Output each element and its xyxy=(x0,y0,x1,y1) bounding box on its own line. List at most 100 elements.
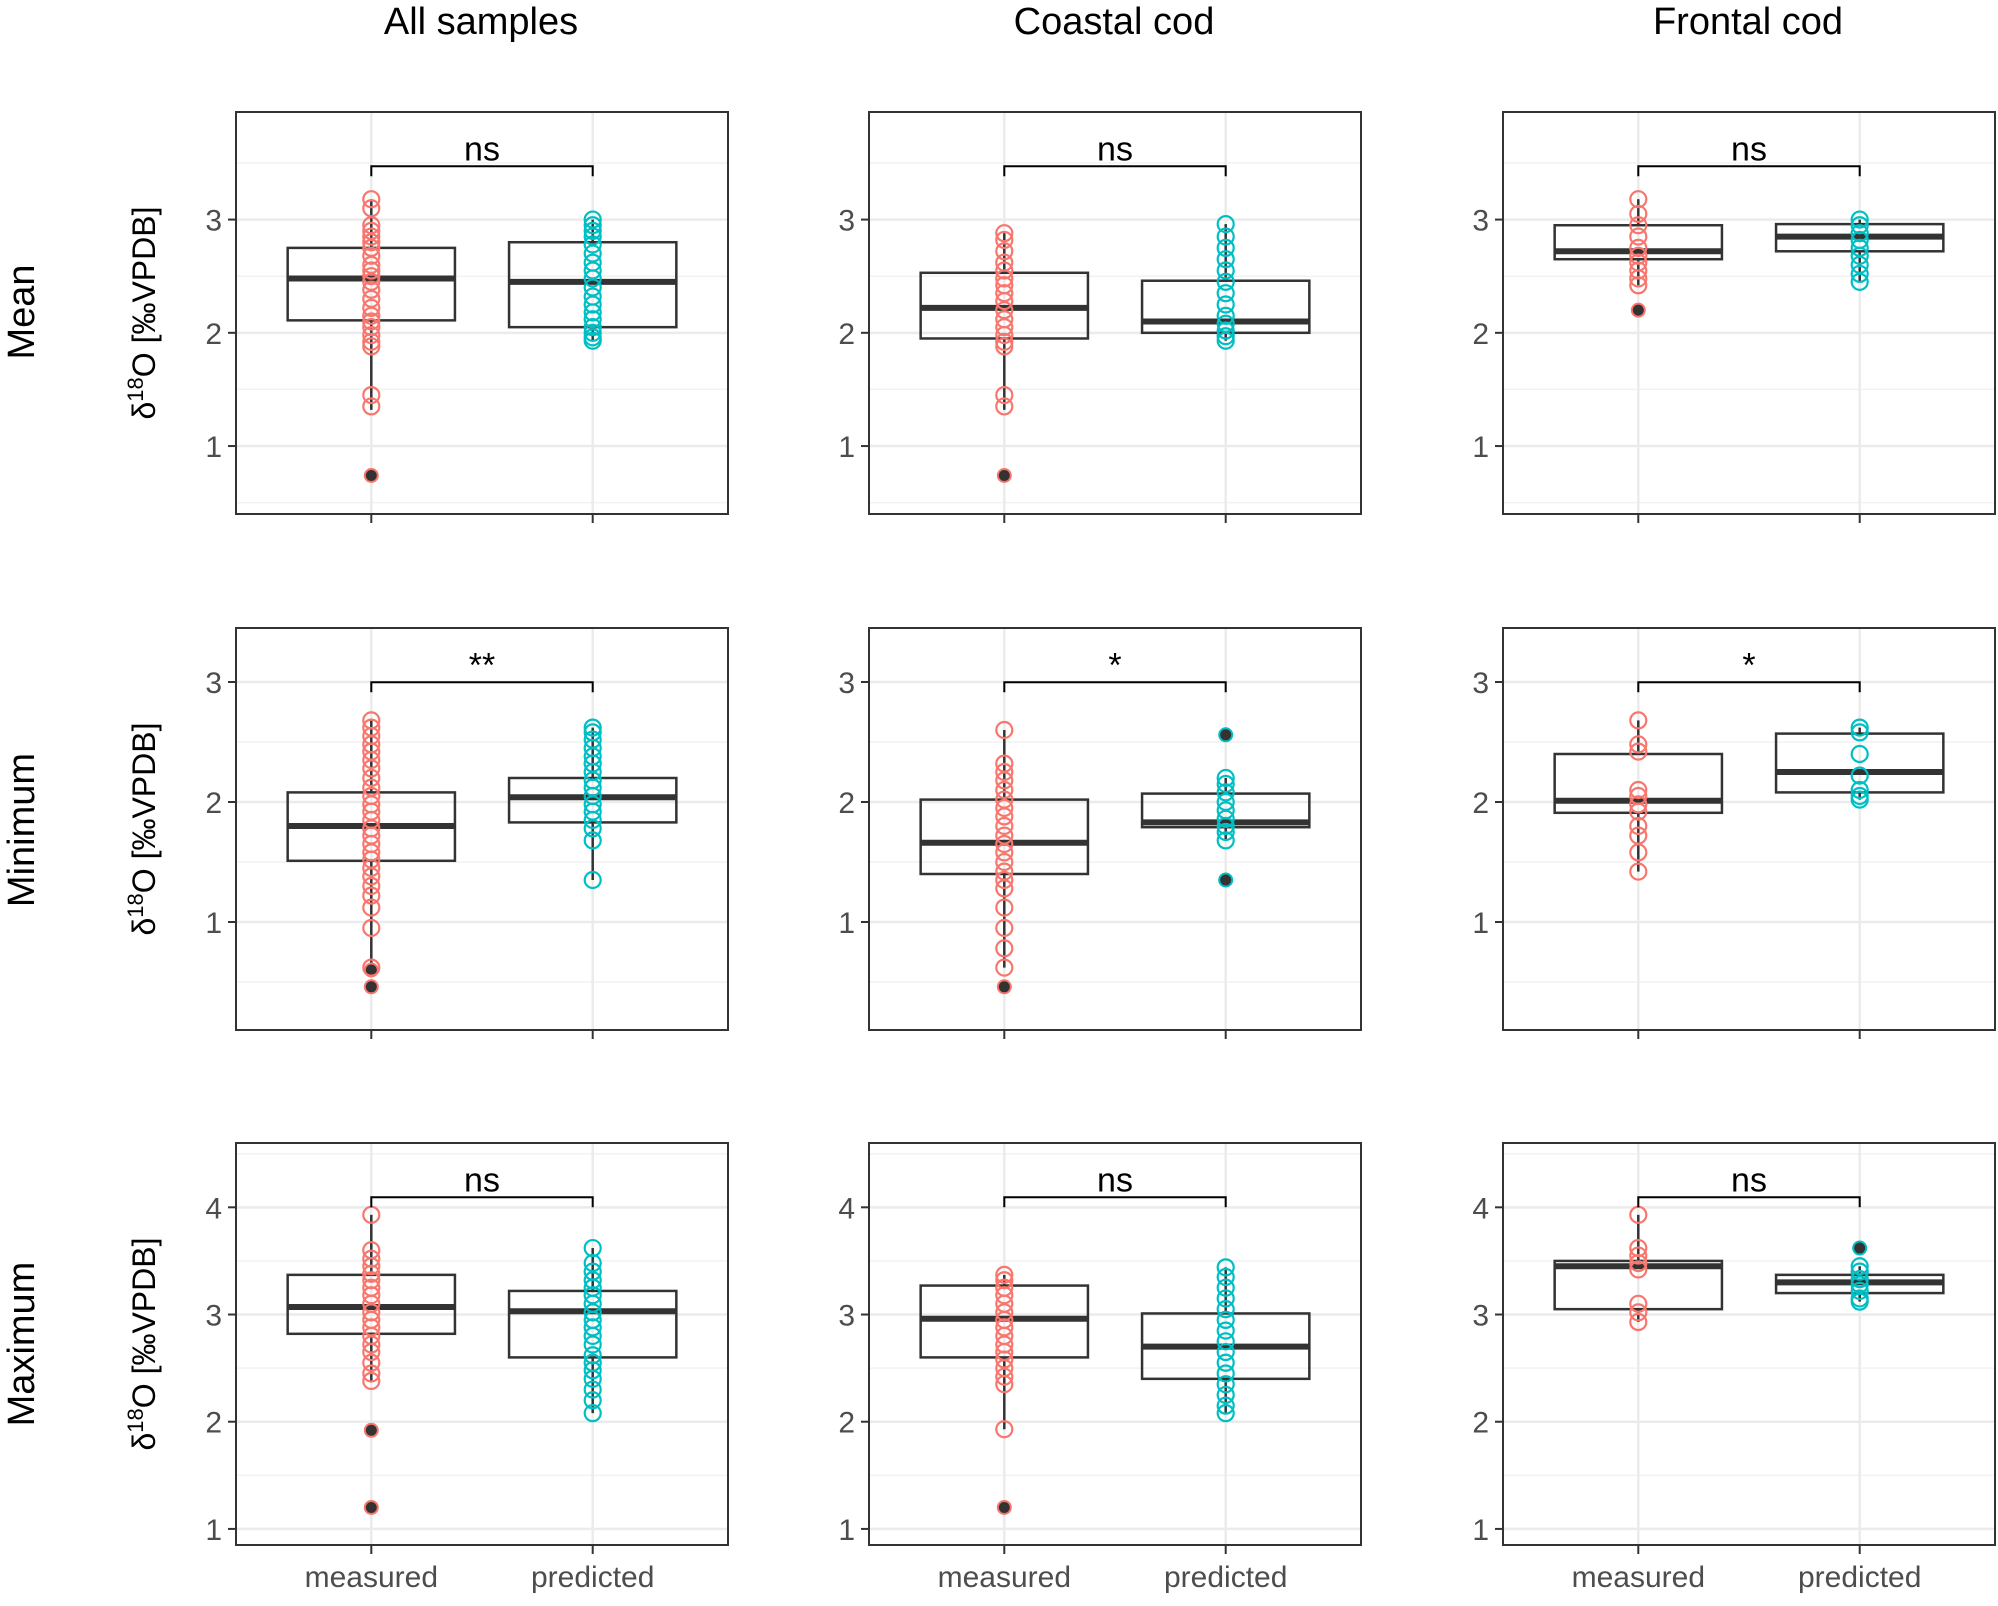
significance-bracket xyxy=(1003,1196,1227,1208)
measured-point xyxy=(362,261,381,280)
measured-point xyxy=(1629,204,1648,224)
measured-point xyxy=(362,318,381,337)
y-tick-label: 1 xyxy=(205,1514,222,1547)
panel-background xyxy=(869,112,1361,514)
y-tick-label: 2 xyxy=(205,1407,222,1440)
predicted-point xyxy=(1216,1342,1235,1362)
y-tick-label: 4 xyxy=(205,1192,222,1225)
predicted-point xyxy=(1850,264,1869,284)
measured-point xyxy=(362,1264,381,1283)
predicted-point xyxy=(1216,272,1235,291)
measured-point xyxy=(1629,238,1648,257)
measured-point xyxy=(995,1265,1014,1284)
predicted-point xyxy=(1216,261,1235,280)
measured-point xyxy=(995,762,1014,782)
measured-point xyxy=(362,190,381,209)
predicted-point xyxy=(583,216,602,235)
y-tick-label: 3 xyxy=(838,667,855,700)
predicted-point xyxy=(583,831,602,850)
measured-point xyxy=(1629,862,1648,881)
measured-point xyxy=(995,834,1014,854)
measured-point xyxy=(995,292,1014,311)
predicted-point xyxy=(583,810,602,830)
measured-point xyxy=(362,246,381,265)
measured-box xyxy=(1553,223,1724,261)
significance-bracket xyxy=(1003,681,1227,693)
measured-point xyxy=(995,852,1014,872)
measured-point xyxy=(1629,261,1648,280)
significance-label: ns xyxy=(464,130,500,168)
measured-point xyxy=(362,306,381,325)
predicted-point xyxy=(583,1335,602,1354)
measured-point xyxy=(362,867,381,886)
measured-outlier xyxy=(363,1422,379,1438)
predicted-point xyxy=(583,1326,602,1346)
measured-point xyxy=(362,298,381,318)
x-tick-label-measured: measured xyxy=(1572,1561,1705,1594)
y-axis-label-rest: O [‰VPDB] xyxy=(126,207,162,378)
x-tick-label-measured: measured xyxy=(938,1561,1071,1594)
predicted-point xyxy=(1216,1364,1235,1383)
row-title-mean: Mean xyxy=(1,264,43,359)
measured-point xyxy=(362,267,381,286)
predicted-point xyxy=(583,718,602,737)
predicted-point xyxy=(1216,1258,1235,1277)
predicted-point xyxy=(1216,831,1235,850)
measured-point xyxy=(1629,1260,1648,1279)
column-title-all-samples: All samples xyxy=(384,1,578,43)
predicted-point xyxy=(583,1361,602,1380)
y-axis-label-delta: δ xyxy=(126,402,162,420)
measured-point xyxy=(995,870,1014,890)
measured-point xyxy=(1629,780,1648,800)
measured-point xyxy=(995,807,1014,826)
predicted-point xyxy=(1216,1310,1235,1329)
predicted-point xyxy=(583,1391,602,1410)
y-axis-label-rest: O [‰VPDB] xyxy=(126,723,162,894)
y-tick-label: 3 xyxy=(1472,1300,1489,1333)
predicted-point xyxy=(1850,1275,1869,1294)
significance-bracket xyxy=(370,681,594,693)
measured-outlier xyxy=(996,467,1012,483)
panel-mean-frontal-cod: ns 1 2 3 xyxy=(1472,111,1996,523)
panel-background xyxy=(869,628,1361,1030)
predicted-point xyxy=(583,1318,602,1337)
measured-outlier xyxy=(363,1499,379,1515)
predicted-outlier xyxy=(1852,1240,1868,1256)
y-tick-label: 2 xyxy=(838,787,855,820)
y-tick-label: 4 xyxy=(1472,1192,1489,1225)
measured-point xyxy=(1629,1294,1648,1313)
y-tick-label: 3 xyxy=(205,667,222,700)
y-axis-label: δ18O [‰VPDB] xyxy=(123,1238,162,1451)
panel-border xyxy=(235,627,729,1031)
predicted-point xyxy=(1216,1385,1235,1405)
y-tick-label: 1 xyxy=(205,431,222,464)
panel-background xyxy=(236,1143,728,1545)
predicted-point xyxy=(1850,1262,1869,1281)
measured-point xyxy=(995,325,1014,345)
predicted-point xyxy=(1216,327,1235,346)
panel-mean-all-samples: ns 1 2 3 δ18O [‰VPDB] xyxy=(123,111,729,523)
significance-label: ns xyxy=(1731,1161,1767,1199)
measured-point xyxy=(362,312,381,331)
panel-border xyxy=(1502,111,1996,515)
predicted-point xyxy=(583,269,602,288)
measured-point xyxy=(1629,735,1648,754)
y-axis-label-superscript: 18 xyxy=(123,1408,148,1432)
column-title-frontal-cod: Frontal cod xyxy=(1653,1,1843,43)
panel-mean-coastal-cod: ns 1 2 3 xyxy=(838,111,1362,523)
x-tick-label-predicted: predicted xyxy=(531,1561,654,1594)
panel-border xyxy=(1502,627,1996,1031)
predicted-point xyxy=(583,235,602,254)
predicted-point xyxy=(1850,272,1869,291)
y-tick-label: 3 xyxy=(838,205,855,238)
measured-point xyxy=(995,720,1014,740)
predicted-point xyxy=(583,331,602,350)
y-tick-label: 3 xyxy=(205,1300,222,1333)
predicted-point xyxy=(1216,1321,1235,1340)
measured-point xyxy=(1629,1312,1648,1332)
predicted-point xyxy=(1850,723,1869,742)
measured-point xyxy=(362,958,381,977)
y-tick-label: 4 xyxy=(838,1192,855,1225)
measured-point xyxy=(1629,276,1648,295)
predicted-point xyxy=(1216,1278,1235,1297)
